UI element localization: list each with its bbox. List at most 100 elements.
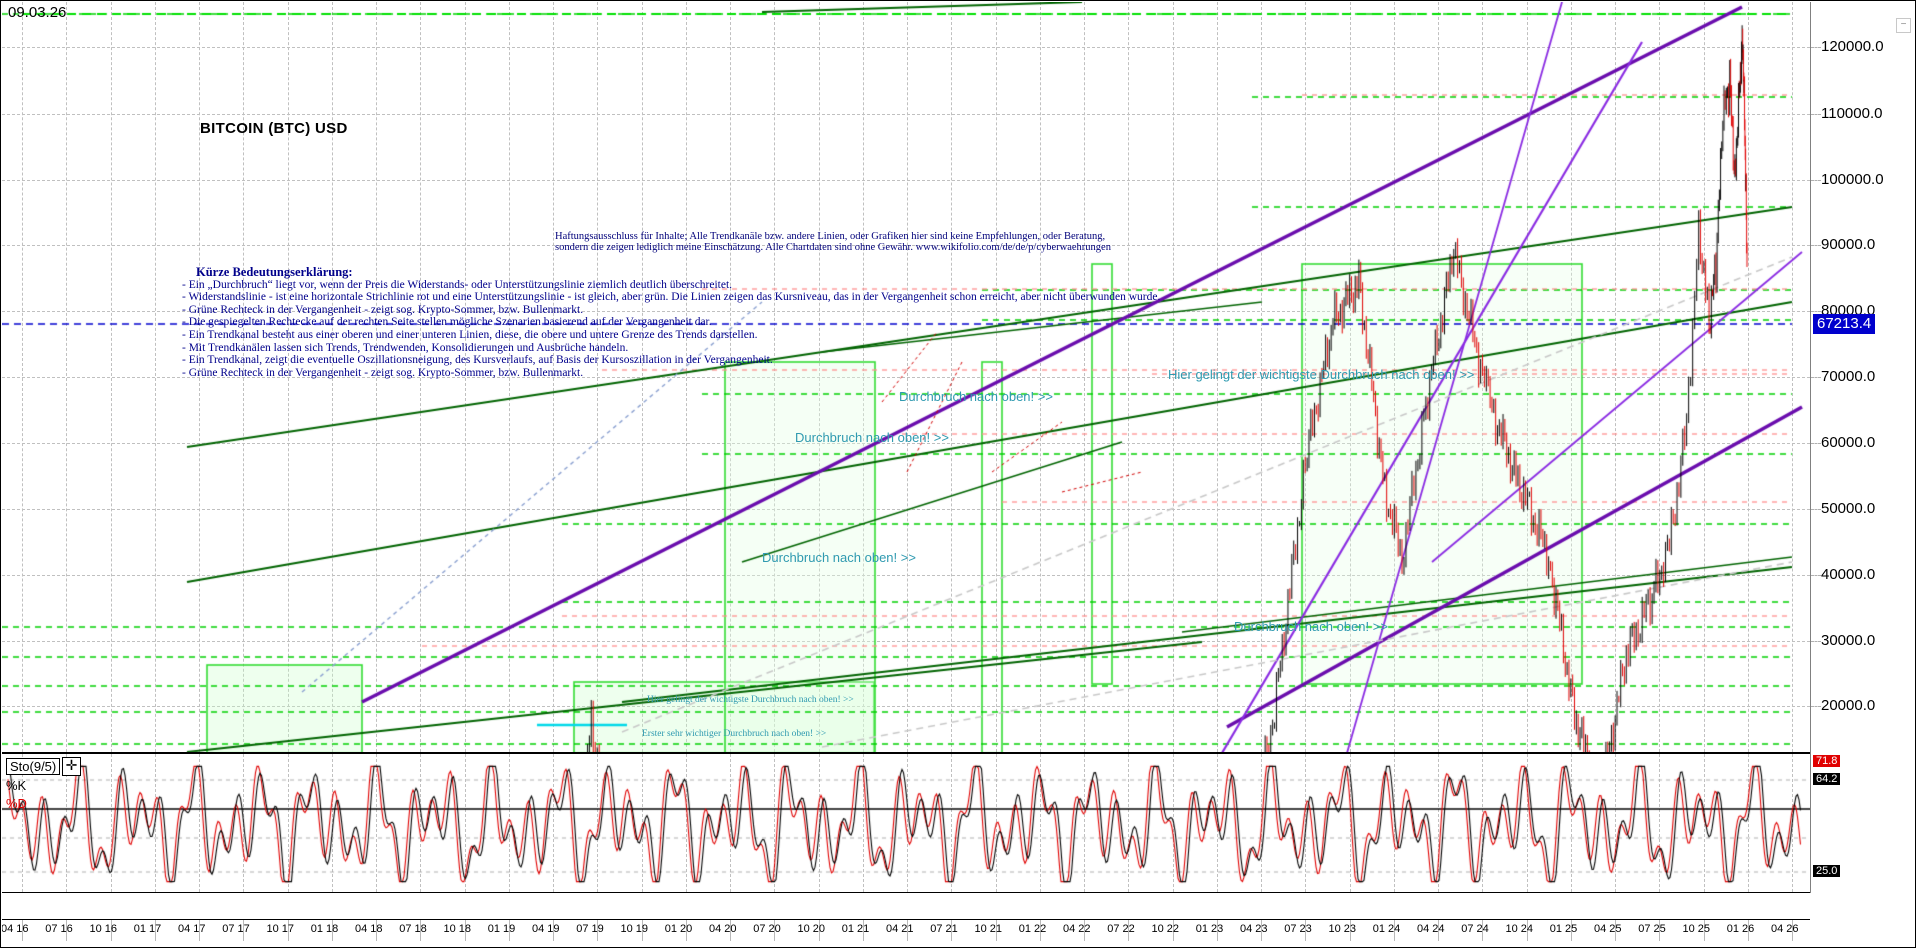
oscillator-axis-low: 25.0 bbox=[1813, 865, 1841, 877]
x-axis-label: 10 25 bbox=[1682, 923, 1711, 935]
x-axis-label: 01 24 bbox=[1372, 923, 1401, 935]
axis-separator bbox=[1747, 919, 1749, 941]
x-axis-label: 07 21 bbox=[930, 923, 958, 935]
x-axis-label: 04 17 bbox=[178, 923, 206, 935]
current-price-badge: 67213.4 bbox=[1813, 314, 1876, 334]
price-axis-label: 50000.0 bbox=[1821, 500, 1876, 517]
axis-tick-mark bbox=[1811, 641, 1821, 642]
x-axis-label: 01 22 bbox=[1018, 923, 1047, 935]
price-axis-label: 120000.0 bbox=[1821, 38, 1884, 55]
axis-separator bbox=[1792, 919, 1793, 941]
axis-separator bbox=[1305, 919, 1307, 941]
chart-annotation: Hier gelingt der wichtigste Durchbruch n… bbox=[647, 695, 854, 705]
x-axis-label: 01 18 bbox=[310, 923, 339, 935]
x-axis: 04 16 07 16 10 16 01 17 04 17 07 17 10 17 01 18… bbox=[2, 893, 1810, 947]
legend-line-5: - Mit Trendkanälen lassen sich Trends, T… bbox=[182, 341, 629, 354]
oscillator-value-d: 64.2 bbox=[1813, 773, 1841, 785]
axis-separator bbox=[1526, 919, 1528, 941]
axis-tick-mark bbox=[1811, 311, 1821, 312]
expand-plus-icon[interactable]: ✛ bbox=[62, 757, 81, 776]
x-axis-label: 04 26 bbox=[1771, 923, 1799, 935]
price-axis-label: 20000.0 bbox=[1821, 697, 1876, 714]
x-axis-label: 07 19 bbox=[576, 923, 604, 935]
axis-separator bbox=[818, 919, 820, 941]
chart-annotation: Durchbruch nach oben! >> bbox=[1234, 619, 1388, 634]
x-axis-label: 01 21 bbox=[841, 923, 870, 935]
axis-separator bbox=[774, 919, 776, 941]
price-axis-label: 70000.0 bbox=[1821, 368, 1876, 385]
price-axis-label: 60000.0 bbox=[1821, 434, 1876, 451]
price-axis-label: 40000.0 bbox=[1821, 566, 1876, 583]
x-axis-label: 10 19 bbox=[620, 923, 649, 935]
chart-annotation: Durchbruch nach oben! >> bbox=[795, 430, 949, 445]
axis-separator bbox=[553, 919, 554, 941]
x-axis-label: 07 17 bbox=[222, 923, 250, 935]
legend-line-1: - Widerstandslinie - ist eine horizontal… bbox=[182, 291, 1161, 304]
axis-separator bbox=[1084, 919, 1085, 941]
axis-separator bbox=[1261, 919, 1262, 941]
x-axis-label: 10 21 bbox=[974, 923, 1003, 935]
legend-block: Kürze Bedeutungserklärung: - Ein „Durchb… bbox=[182, 266, 1160, 379]
axis-separator bbox=[243, 919, 245, 941]
x-axis-label: 10 24 bbox=[1505, 923, 1534, 935]
axis-tick-mark bbox=[1811, 245, 1821, 246]
x-axis-label: 04 22 bbox=[1063, 923, 1091, 935]
axis-separator bbox=[110, 919, 112, 941]
axis-separator bbox=[1438, 919, 1439, 941]
axis-tick-mark bbox=[1811, 575, 1821, 576]
axis-separator bbox=[1172, 919, 1174, 941]
x-axis-label: 04 24 bbox=[1417, 923, 1445, 935]
axis-rule bbox=[2, 919, 1810, 920]
x-axis-label: 07 25 bbox=[1638, 923, 1666, 935]
legend-line-2: - Grüne Rechteck in der Vergangenheit - … bbox=[182, 303, 584, 316]
x-axis-label: 07 24 bbox=[1461, 923, 1489, 935]
x-axis-label: 10 17 bbox=[266, 923, 295, 935]
stochastic-oscillator-pane[interactable]: Sto(9/5) ✛ %K %D bbox=[2, 753, 1810, 893]
axis-separator bbox=[22, 919, 23, 941]
axis-separator bbox=[1393, 919, 1395, 941]
axis-separator bbox=[1570, 919, 1572, 941]
chart-annotation: Durchbruch nach oben! >> bbox=[899, 389, 1053, 404]
price-chart-pane[interactable]: 09.03.26 BITCOIN (BTC) USD Haftungsaussc… bbox=[2, 2, 1810, 753]
axis-tick-mark bbox=[1811, 706, 1821, 707]
axis-separator bbox=[1659, 919, 1661, 941]
x-axis-label: 10 16 bbox=[89, 923, 118, 935]
axis-tick-mark bbox=[1811, 509, 1821, 510]
x-axis-label: 07 23 bbox=[1284, 923, 1312, 935]
axis-separator bbox=[1482, 919, 1484, 941]
x-axis-label: 04 19 bbox=[532, 923, 560, 935]
page-title: BITCOIN (BTC) USD bbox=[200, 120, 348, 137]
chart-annotation: Erster sehr wichtiger Durchbruch nach ob… bbox=[642, 729, 827, 739]
axis-separator bbox=[1039, 919, 1041, 941]
price-axis-label: 90000.0 bbox=[1821, 236, 1876, 253]
price-series-canvas bbox=[2, 2, 1810, 752]
price-axis[interactable]: − 120000.0 110000.0 100000.0 90000.0 80000.0… bbox=[1810, 2, 1916, 753]
axis-tick-mark bbox=[1811, 180, 1821, 181]
stochastic-settings-badge[interactable]: Sto(9/5) bbox=[6, 758, 61, 775]
axis-separator bbox=[685, 919, 687, 941]
axis-separator bbox=[1128, 919, 1130, 941]
x-axis-label: 01 20 bbox=[664, 923, 693, 935]
x-axis-label: 10 20 bbox=[797, 923, 826, 935]
axis-separator bbox=[331, 919, 333, 941]
x-axis-label: 07 20 bbox=[753, 923, 781, 935]
axis-separator bbox=[1615, 919, 1616, 941]
axis-separator bbox=[907, 919, 908, 941]
x-axis-label: 10 22 bbox=[1151, 923, 1180, 935]
legend-heading: Kürze Bedeutungserklärung: bbox=[196, 265, 353, 279]
legend-line-3: - Die gespiegelten Rechtecke auf der rec… bbox=[182, 316, 712, 329]
price-axis-label: 100000.0 bbox=[1821, 171, 1884, 188]
axis-separator bbox=[420, 919, 422, 941]
x-axis-label: 04 20 bbox=[709, 923, 737, 935]
x-axis-label: 07 18 bbox=[399, 923, 427, 935]
x-axis-label: 07 16 bbox=[45, 923, 73, 935]
axis-separator bbox=[464, 919, 466, 941]
date-stamp: 09.03.26 bbox=[8, 4, 67, 21]
series-d-label: %D bbox=[6, 796, 27, 811]
axis-tick-mark bbox=[1811, 377, 1821, 378]
axis-tick-mark bbox=[1811, 443, 1821, 444]
collapse-minus-icon[interactable]: − bbox=[1896, 18, 1911, 33]
axis-separator bbox=[1349, 919, 1351, 941]
axis-separator bbox=[66, 919, 68, 941]
